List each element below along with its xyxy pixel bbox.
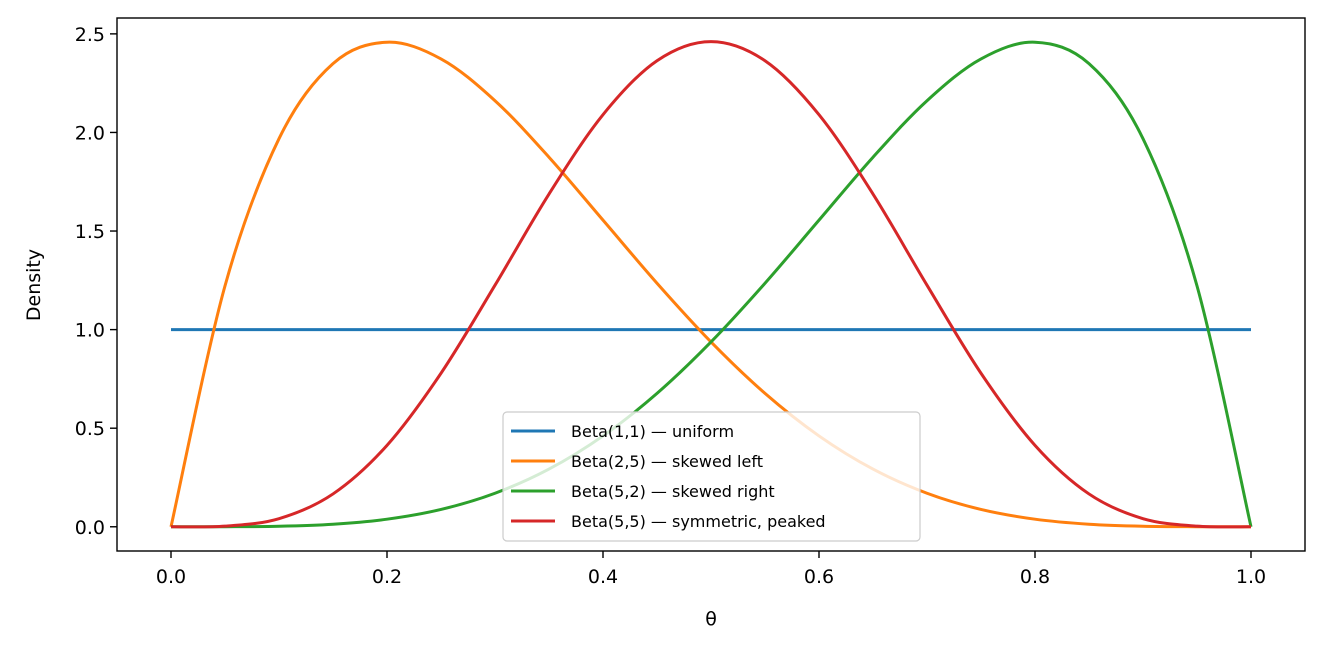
series-line-1	[169, 40, 1252, 529]
x-tick-label: 1.0	[1236, 566, 1266, 588]
series-line-3	[170, 40, 1252, 529]
x-tick-label: 0.8	[1020, 566, 1050, 588]
legend-entry: Beta(1,1) — uniform	[571, 422, 734, 441]
legend-entry: Beta(5,5) — symmetric, peaked	[571, 512, 826, 531]
y-axis-label: Density	[23, 249, 45, 321]
legend-entry: Beta(5,2) — skewed right	[571, 482, 775, 501]
plot-frame	[116, 17, 1306, 552]
x-tick-label: 0.6	[804, 566, 834, 588]
y-tick-label: 1.5	[75, 221, 105, 243]
y-tick-label: 2.5	[75, 24, 105, 46]
x-tick-label: 0.4	[588, 566, 618, 588]
x-tick-label: 0.0	[156, 566, 186, 588]
legend-entry: Beta(2,5) — skewed left	[571, 452, 763, 471]
legend: Beta(1,1) — uniform Beta(2,5) — skewed le…	[502, 411, 921, 542]
y-tick-label: 2.0	[75, 122, 105, 144]
x-axis-label: θ	[705, 608, 717, 630]
x-tick-label: 0.2	[372, 566, 402, 588]
y-tick-label: 0.0	[75, 517, 105, 539]
legend-box	[502, 411, 921, 542]
series-line-2	[170, 40, 1253, 529]
y-tick-label: 0.5	[75, 418, 105, 440]
y-tick-label: 1.0	[75, 320, 105, 342]
